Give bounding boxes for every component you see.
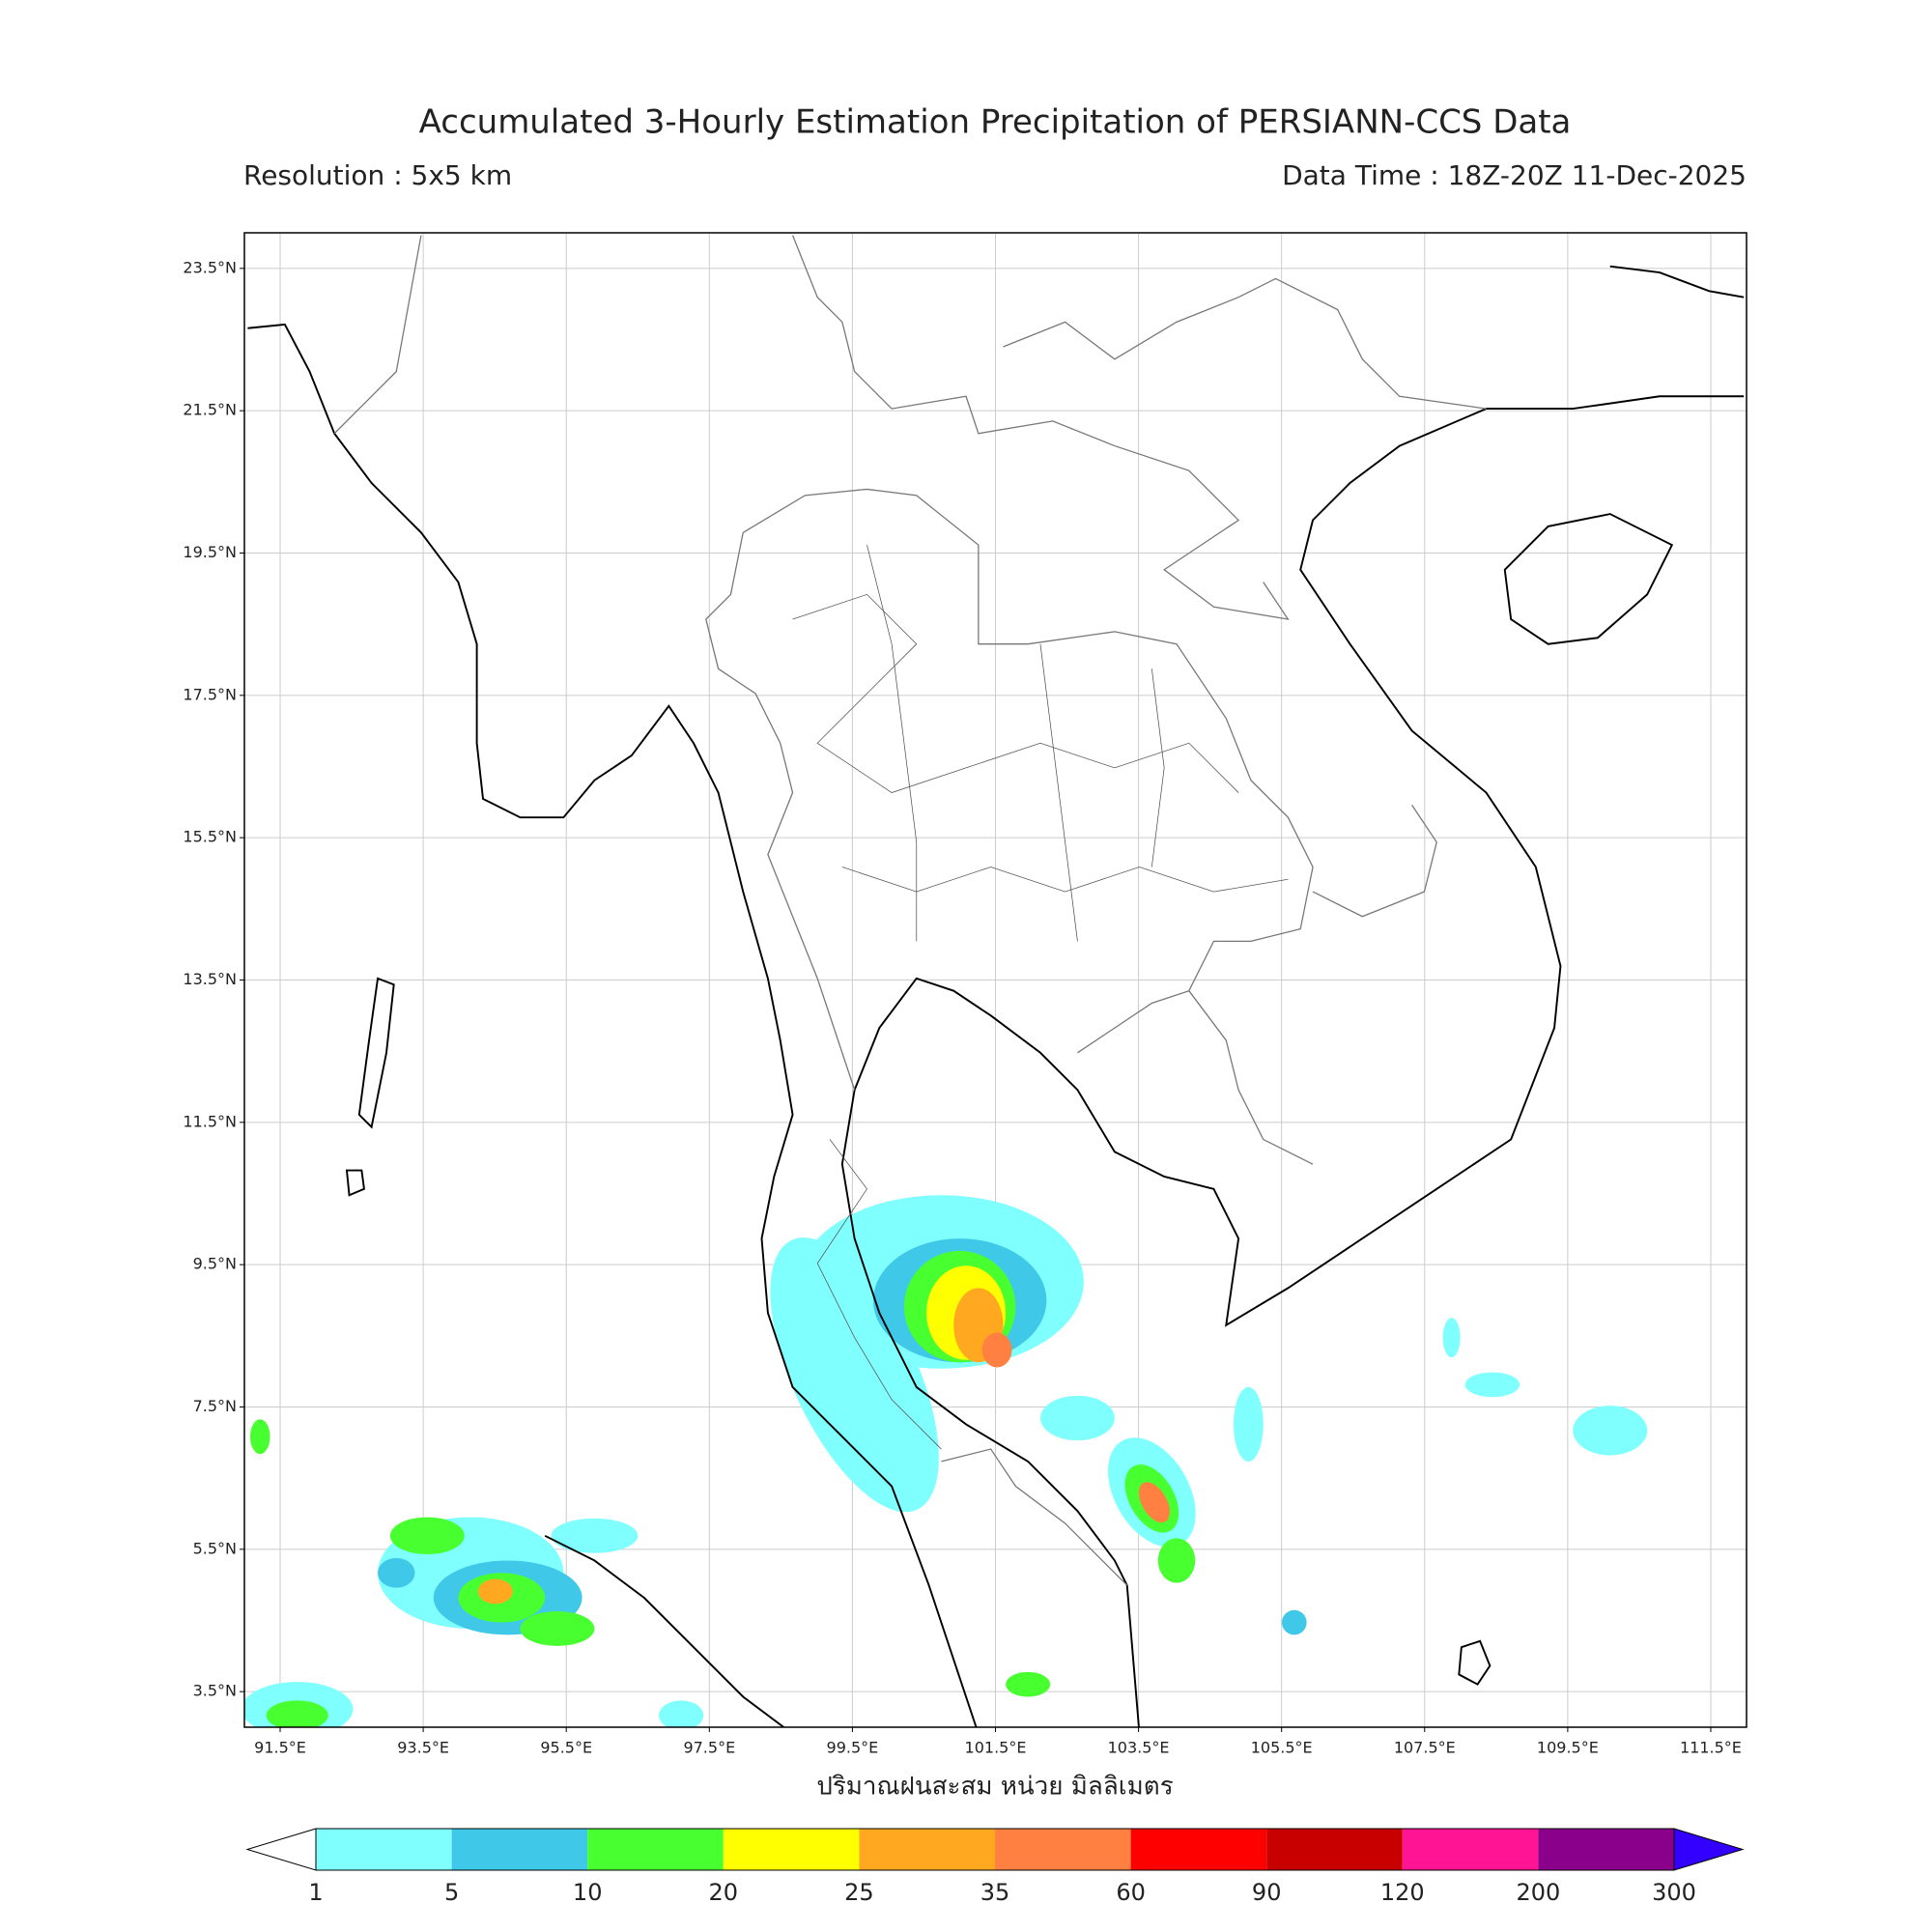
provinces (792, 545, 1289, 1450)
colorbar-under (245, 1828, 317, 1871)
lat-tick-label: 15.5°N (183, 828, 237, 846)
lat-tick-label: 5.5°N (193, 1539, 237, 1557)
colorbar-segment (1130, 1829, 1267, 1870)
lat-tick-label: 13.5°N (183, 970, 237, 988)
resolution: Resolution : 5x5 km (243, 159, 512, 191)
lon-tick-label: 109.5°E (1537, 1739, 1599, 1757)
colorbar-tick-label: 1 (308, 1879, 323, 1906)
data-time: Data Time : 18Z-20Z 11-Dec-2025 (1282, 159, 1747, 191)
colorbar-tick-label: 5 (444, 1879, 459, 1906)
colorbar-tick-label: 200 (1516, 1879, 1560, 1906)
colorbar-segment (451, 1829, 588, 1870)
colorbar-segment (1266, 1829, 1403, 1870)
colorbar-over (1673, 1828, 1745, 1871)
colorbar-segment (723, 1829, 860, 1870)
colorbar-label: ปริมาณฝนสะสม หน่วย มิลลิเมตร (816, 1773, 1173, 1802)
colorbar-segment (1402, 1829, 1539, 1870)
lat-tick-label: 3.5°N (193, 1682, 237, 1700)
colorbar-tick-label: 60 (1116, 1879, 1146, 1906)
tick-labels: 91.5°E 93.5°E 95.5°E 97.5°E 99.5°E 101.5°E 103… (183, 258, 1742, 1756)
colorbar-tick-label: 90 (1252, 1879, 1282, 1906)
lon-tick-label: 97.5°E (683, 1739, 735, 1757)
colorbar: 1 5 10 20 25 35 60 90 120 200 300 (245, 1828, 1745, 1906)
grid (244, 233, 1747, 1727)
map-layer (244, 235, 1745, 1727)
lon-tick-label: 95.5°E (540, 1739, 592, 1757)
lon-tick-label: 105.5°E (1251, 1739, 1313, 1757)
borders (333, 235, 1487, 1586)
colorbar-tick-label: 35 (980, 1879, 1010, 1906)
lat-tick-label: 23.5°N (183, 258, 237, 276)
colorbar-segment (587, 1829, 724, 1870)
colorbar-tick-label: 20 (709, 1879, 739, 1906)
colorbar-tick-label: 120 (1380, 1879, 1425, 1906)
colorbar-tick-label: 25 (844, 1879, 874, 1906)
coastline (247, 265, 1745, 1727)
rain (244, 1195, 1648, 1727)
colorbar-segment (1538, 1829, 1674, 1870)
lon-tick-label: 111.5°E (1680, 1739, 1742, 1757)
colorbar-outline (315, 1828, 1675, 1871)
lon-tick-label: 101.5°E (965, 1739, 1027, 1757)
lat-tick-label: 17.5°N (183, 685, 237, 703)
colorbar-tick-label: 300 (1652, 1879, 1696, 1906)
colorbar-segment (316, 1829, 452, 1870)
lat-tick-label: 19.5°N (183, 543, 237, 561)
geography (244, 235, 1745, 1727)
lat-tick-label: 21.5°N (183, 401, 237, 419)
lat-tick-label: 7.5°N (193, 1397, 237, 1415)
lon-tick-label: 103.5°E (1108, 1739, 1170, 1757)
lon-tick-label: 91.5°E (254, 1739, 306, 1757)
colorbar-segment (859, 1829, 995, 1870)
colorbar-tick-label: 10 (573, 1879, 603, 1906)
lon-tick-label: 107.5°E (1394, 1739, 1456, 1757)
lon-tick-label: 93.5°E (397, 1739, 449, 1757)
colorbar-segment (995, 1829, 1131, 1870)
lon-tick-label: 99.5°E (827, 1739, 879, 1757)
lat-tick-label: 11.5°N (183, 1112, 237, 1130)
lat-tick-label: 9.5°N (193, 1255, 237, 1273)
title: Accumulated 3-Hourly Estimation Precipit… (419, 103, 1572, 142)
